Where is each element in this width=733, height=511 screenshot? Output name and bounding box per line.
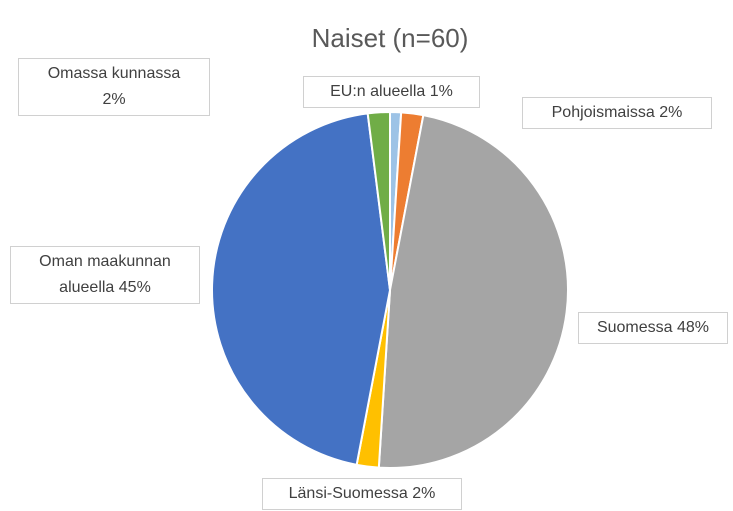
slice-name: Omassa kunnassa xyxy=(47,65,181,82)
slice-value: 45% xyxy=(118,279,151,296)
data-label: Oman maakunnan alueella 45% xyxy=(10,246,200,304)
slice-name: Pohjoismaissa xyxy=(551,104,655,121)
slice-value: 2% xyxy=(412,485,436,502)
data-label: Länsi-Suomessa 2% xyxy=(262,478,462,510)
data-label: Omassa kunnassa 2% xyxy=(18,58,210,116)
chart-title: Naiset (n=60) xyxy=(312,23,469,53)
slice-value: 2% xyxy=(102,91,126,108)
slice-name: EU:n alueella xyxy=(330,83,426,100)
data-label: Suomessa 48% xyxy=(578,312,728,344)
pie-slice xyxy=(366,110,391,291)
slice-name: Länsi-Suomessa xyxy=(288,485,408,502)
slice-value: 48% xyxy=(677,319,710,336)
pie-slice xyxy=(377,113,569,469)
pie-slice xyxy=(211,112,392,467)
slice-value: 2% xyxy=(659,104,683,121)
data-label: EU:n alueella 1% xyxy=(303,76,480,108)
data-label: Pohjoismaissa 2% xyxy=(522,97,712,129)
slice-name: Suomessa xyxy=(596,319,673,336)
slice-value: 1% xyxy=(429,83,453,100)
slice-name: Oman maakunnan alueella xyxy=(39,253,171,296)
